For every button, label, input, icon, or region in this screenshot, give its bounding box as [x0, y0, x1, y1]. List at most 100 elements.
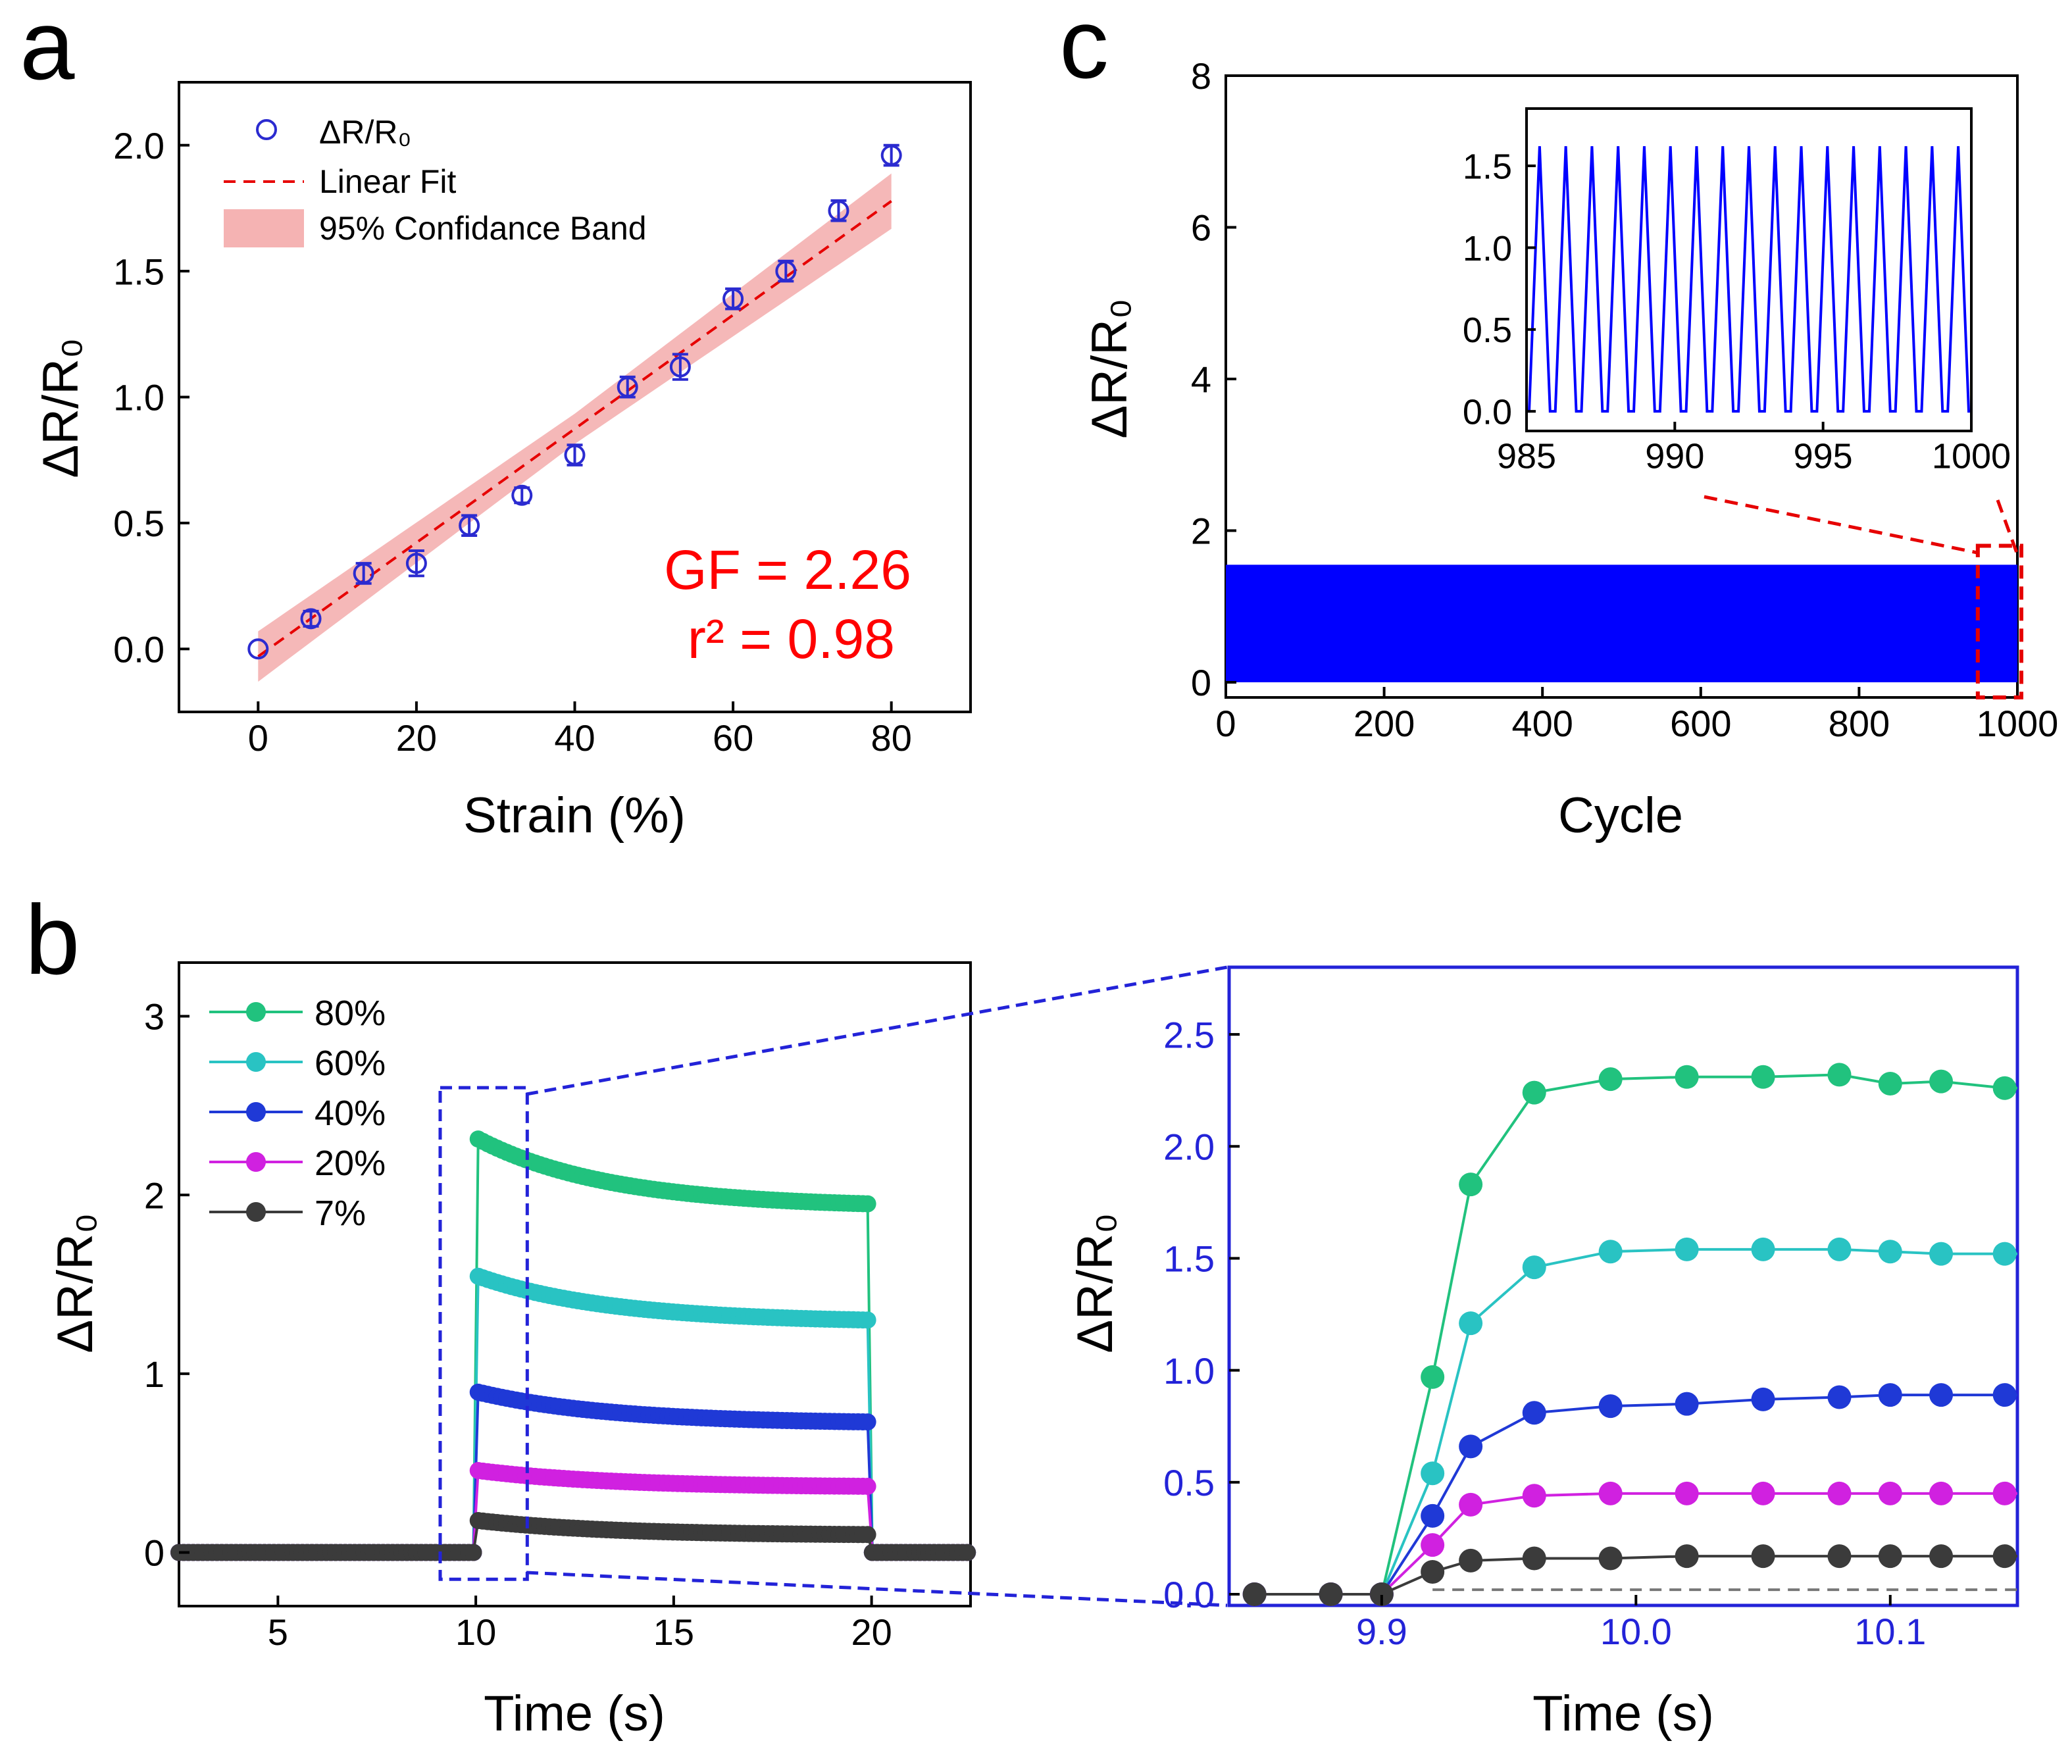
inset-x-tick-label: 995 [1794, 437, 1853, 476]
chart-strain-response: 0 20 40 60 80 0.0 0.5 1.0 1.5 2.0 Strain (%) ΔR/… [33, 81, 972, 844]
x-axis-label: Strain (%) [463, 788, 686, 844]
inset-x-tick-label: 1000 [1932, 437, 2011, 476]
series-point [1929, 1544, 1954, 1569]
series-point [1929, 1383, 1954, 1407]
x-tick-label: 9.9 [1356, 1611, 1407, 1652]
series-point [1992, 1242, 2017, 1266]
series-point [1751, 1387, 1775, 1411]
legend-marker [246, 1102, 266, 1122]
x-tick-label: 10.0 [1600, 1611, 1672, 1652]
data-point [880, 143, 902, 167]
series-point [1369, 1582, 1394, 1606]
panel-label-c: c [1059, 0, 1109, 99]
series-point [1992, 1383, 2017, 1407]
x-tick-label: 600 [1670, 703, 1731, 744]
series-point [1992, 1076, 2017, 1100]
y-axis-label: ΔR/R₀ [1082, 298, 1138, 438]
x-axis-label: Cycle [1558, 788, 1683, 844]
series-line [1254, 1247, 2017, 1596]
legend-label: 80% [315, 994, 386, 1033]
data-point [722, 287, 744, 311]
y-tick-label: 2 [1191, 511, 1211, 552]
legend-marker [246, 1202, 266, 1222]
data-point [405, 549, 427, 578]
data-point [775, 259, 797, 283]
data-point [300, 608, 322, 630]
series-point [1598, 1067, 1623, 1092]
x-axis-ticks: 0 200 400 600 800 1000 [1215, 687, 2058, 744]
data-point [353, 562, 374, 585]
series-point [1827, 1063, 1852, 1087]
series-point [1929, 1481, 1954, 1505]
point-marker [880, 145, 902, 166]
panel-label-b: b [25, 884, 80, 995]
series-point [1675, 1544, 1699, 1569]
series-20pct [1242, 1481, 2017, 1606]
zoom-connector-top [526, 965, 1228, 1096]
zoom-region-box [438, 1086, 529, 1581]
y-tick-label: 6 [1191, 207, 1211, 249]
y-tick-label: 0.5 [1163, 1462, 1215, 1503]
y-tick-label: 1 [144, 1353, 164, 1395]
y-tick-label: 0.5 [113, 503, 164, 544]
x-axis-ticks: 0 20 40 60 80 [248, 701, 912, 759]
series-line [1254, 1073, 2017, 1596]
point-marker [564, 444, 586, 466]
legend-marker-band [224, 209, 304, 247]
inset-x-tick-label: 985 [1497, 437, 1556, 476]
x-tick-label: 400 [1511, 703, 1573, 744]
x-tick-label: 80 [871, 717, 912, 759]
series-point [1878, 1240, 1902, 1264]
legend-marker [246, 1152, 266, 1172]
series-60pct [1242, 1237, 2017, 1606]
y-tick-label: 0.0 [1163, 1574, 1215, 1615]
series-point [1675, 1237, 1699, 1261]
x-tick-label: 5 [268, 1611, 288, 1653]
series-point [1598, 1546, 1623, 1571]
data-point [617, 375, 638, 399]
zoom-region-box [1975, 543, 2024, 700]
series-point [1675, 1481, 1699, 1505]
series-point [1242, 1582, 1267, 1606]
series-point [1598, 1240, 1623, 1264]
data-point [828, 199, 849, 222]
series-point [1827, 1385, 1852, 1409]
point-marker [247, 638, 269, 660]
inset-signal-line [1527, 146, 1971, 413]
zoom-connector-right [1996, 499, 2019, 553]
x-tick-label: 60 [713, 717, 753, 759]
series-point [1827, 1237, 1852, 1261]
y-tick-label: 8 [1191, 55, 1211, 97]
x-tick-label: 1000 [1977, 703, 2059, 744]
point-marker [511, 484, 533, 506]
series-point [1827, 1544, 1852, 1569]
x-tick-label: 40 [554, 717, 595, 759]
series-point [1675, 1065, 1699, 1089]
point-marker [775, 261, 797, 282]
confidence-band [258, 173, 892, 682]
point-marker [405, 553, 427, 574]
series-point [1459, 1434, 1483, 1459]
data-points [247, 143, 902, 660]
series-point [1598, 1394, 1623, 1419]
legend-label-data: ΔR/R₀ [319, 114, 411, 151]
zoom-connector-bottom [526, 1571, 1228, 1607]
series-point [859, 1526, 876, 1544]
series-point [1827, 1481, 1852, 1505]
series-point [1459, 1492, 1483, 1517]
series-point [1598, 1481, 1623, 1505]
series-point [1992, 1544, 2017, 1569]
series-point [859, 1477, 876, 1495]
inset-frame [1525, 107, 1973, 432]
inset-y-ticks: 0.0 0.5 1.0 1.5 [1463, 147, 1536, 432]
zoom-connector-left [1704, 495, 1978, 555]
point-marker [353, 563, 374, 584]
series-point [1878, 1481, 1902, 1505]
legend-marker [246, 1002, 266, 1022]
series-point [1878, 1544, 1902, 1569]
series-point [859, 1311, 876, 1329]
series-point [1751, 1237, 1775, 1261]
point-marker [300, 608, 322, 630]
